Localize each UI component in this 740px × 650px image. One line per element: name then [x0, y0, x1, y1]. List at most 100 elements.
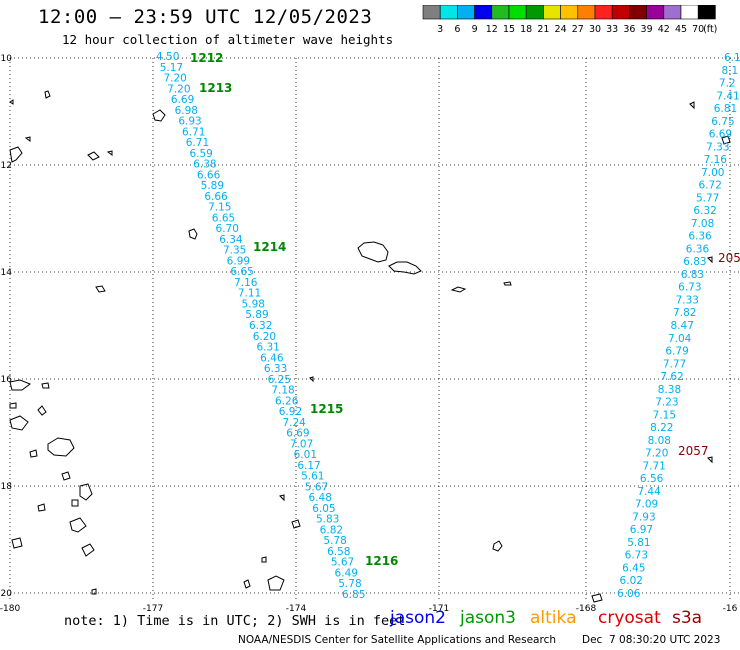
swh-value: 6.97: [630, 524, 653, 536]
swh-value: 6.71: [182, 126, 205, 138]
swh-value: 5.67: [305, 481, 328, 493]
swh-value: 7.20: [167, 83, 190, 95]
colorbar-label: 30: [589, 24, 601, 35]
island-tonga-5: [279, 494, 285, 502]
swh-value: 6.93: [178, 116, 201, 128]
colorbar-label: 36: [623, 24, 635, 35]
swh-value: 6.34: [219, 234, 243, 246]
island-d: [9, 146, 23, 163]
swh-value: 7.82: [673, 307, 696, 319]
swh-value: 6.71: [186, 137, 209, 149]
coastlines: [9, 90, 731, 603]
swh-value: 6.25: [268, 374, 291, 386]
swh-value: 7.23: [655, 397, 678, 409]
longitude-label: -174: [286, 604, 307, 614]
legend-jason3: jason3: [460, 608, 516, 628]
colorbar-label: 39: [641, 24, 653, 35]
swh-value: 5.89: [245, 309, 268, 321]
swh-value: 7.04: [668, 333, 692, 345]
swh-value: 5.78: [323, 535, 346, 547]
swh-value: 6.45: [622, 562, 645, 574]
swh-value: 6.38: [193, 159, 216, 171]
swh-value: 6.98: [175, 105, 198, 117]
swh-value: 6.48: [309, 492, 332, 504]
island-niue: [91, 588, 97, 595]
island-upolu: [388, 261, 422, 275]
swh-value: 7.16: [704, 154, 728, 166]
swh-value: 7.20: [645, 448, 668, 460]
swh-value: 7.93: [632, 511, 655, 523]
swh-value: 8.38: [658, 384, 681, 396]
swh-value: 6.72: [699, 180, 722, 192]
island-tonga-1: [267, 575, 285, 591]
island-tutuila: [450, 286, 467, 293]
island-wallis: [188, 228, 198, 240]
swh-value: 5.98: [242, 298, 265, 310]
swh-value: 7.33: [676, 294, 699, 306]
swh-value: 5.77: [696, 192, 719, 204]
swh-value: 6.58: [327, 546, 350, 558]
swh-value: 7.44: [637, 486, 661, 498]
legend-jason2: jason2: [390, 608, 446, 628]
island-fiji-13: [37, 503, 46, 512]
legend-cryosat: cryosat: [598, 608, 661, 628]
track-b-time-labels: 205 2057: [678, 251, 740, 458]
island-cook-1: [591, 593, 603, 603]
swh-value: 7.62: [660, 371, 683, 383]
island-tokelau: [152, 109, 166, 122]
swh-value: 6.73: [678, 282, 701, 294]
island-futuna: [95, 285, 106, 293]
swh-value: 5.67: [331, 557, 354, 569]
swh-value: 6.05: [312, 503, 335, 515]
swh-value: 5.89: [201, 180, 224, 192]
island-fiji-3: [37, 405, 47, 416]
colorbar-unit: (ft): [703, 24, 717, 35]
swh-value: 6.17: [297, 460, 320, 472]
swh-value: 6.79: [665, 346, 688, 358]
latitude-label: -20: [0, 589, 12, 599]
swh-value: 6.02: [620, 575, 643, 587]
island-cook-5: [707, 456, 713, 464]
swh-value: 7.20: [163, 73, 186, 85]
footer-credit: NOAA/NESDIS Center for Satellite Applica…: [238, 634, 556, 646]
swh-value: 6.1: [724, 52, 740, 64]
island-f: [9, 99, 14, 105]
island-e: [24, 136, 31, 142]
track-time-label: 1212: [190, 51, 223, 65]
note-text: note: 1) Time is in UTC; 2) SWH is in fe…: [64, 613, 406, 629]
swh-value: 6.69: [709, 129, 732, 141]
island-tonga-2: [243, 579, 251, 589]
swh-value: 6.85: [342, 589, 365, 601]
swh-value: 7.00: [701, 167, 724, 179]
swh-value: 7.2: [719, 78, 736, 90]
swh-value: 6.75: [711, 116, 734, 128]
longitude-label: -177: [143, 604, 163, 614]
island-c: [106, 150, 113, 156]
colorbar-label: 33: [606, 24, 618, 35]
swh-value: 6.65: [212, 212, 235, 224]
latitude-label: -14: [0, 268, 12, 278]
island-tonga-6: [309, 376, 314, 383]
swh-value: 6.06: [617, 588, 641, 600]
swh-value: 7.33: [706, 141, 729, 153]
swh-value: 5.17: [160, 62, 183, 74]
colorbar-label: 12: [486, 24, 498, 35]
swh-value: 4.50: [156, 51, 179, 63]
colorbar-label: 27: [572, 24, 584, 35]
swh-value: 6.01: [294, 449, 317, 461]
track-time-label: 1216: [365, 554, 398, 568]
island-fiji-14: [9, 402, 17, 409]
swh-value: 7.07: [290, 438, 313, 450]
longitude-label: -180: [0, 604, 20, 614]
swh-value: 6.26: [275, 395, 299, 407]
island-savaii: [357, 241, 389, 263]
island-fiji-9: [71, 499, 79, 507]
island-manua: [503, 281, 512, 286]
island-cook-4: [707, 256, 713, 264]
colorbar-label: 9: [472, 24, 478, 35]
swh-value: 6.83: [681, 269, 704, 281]
swh-value: 5.78: [338, 578, 361, 590]
swh-value: 5.83: [316, 514, 339, 526]
island-a: [44, 90, 51, 99]
swh-value: 6.69: [171, 94, 194, 106]
